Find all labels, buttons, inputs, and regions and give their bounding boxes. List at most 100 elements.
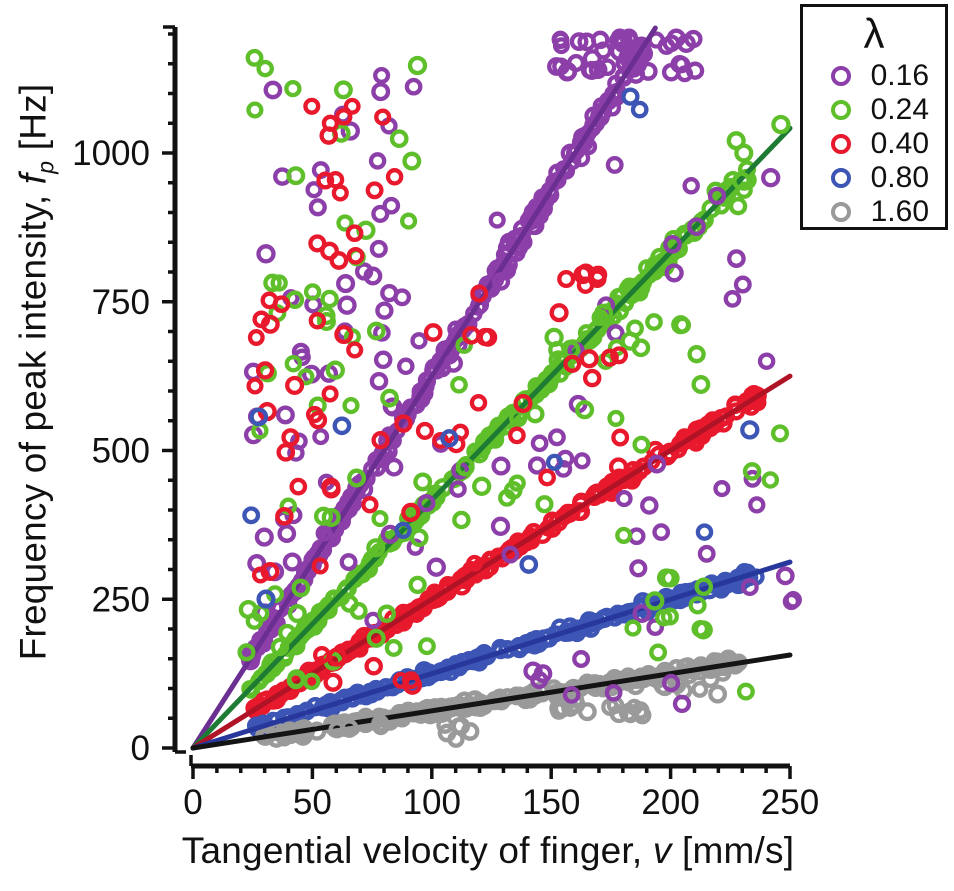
data-point — [733, 275, 752, 294]
data-point — [272, 295, 291, 314]
data-point — [366, 628, 386, 648]
data-point — [413, 472, 433, 492]
data-point — [345, 224, 364, 243]
data-point — [547, 428, 566, 447]
data-point — [630, 100, 649, 119]
data-point — [557, 269, 576, 289]
data-point — [351, 635, 370, 654]
data-point — [321, 507, 341, 528]
data-point — [519, 555, 539, 574]
data-point — [321, 385, 339, 403]
legend-title: λ — [863, 10, 885, 57]
data-point — [582, 49, 602, 69]
data-point — [242, 506, 261, 525]
data-point — [605, 155, 624, 174]
data-point — [466, 554, 483, 572]
data-point — [308, 311, 327, 330]
y-axis-title-symbol: f — [12, 173, 54, 185]
legend-marker-icon — [831, 66, 851, 86]
data-point — [312, 428, 330, 446]
data-point — [458, 568, 477, 587]
data-point — [249, 407, 269, 427]
data-point — [336, 274, 356, 294]
data-point — [417, 494, 436, 513]
data-point — [334, 324, 354, 345]
legend-label: 0.80 — [870, 161, 929, 194]
data-point — [594, 41, 613, 60]
data-point — [423, 323, 443, 342]
data-point — [339, 553, 358, 572]
data-point — [366, 538, 386, 558]
data-point — [663, 234, 682, 254]
data-point — [360, 554, 379, 573]
data-point — [652, 523, 671, 541]
data-point — [426, 557, 446, 577]
data-point — [629, 559, 648, 578]
x-tick-label: 200 — [641, 783, 699, 822]
data-point — [701, 669, 720, 689]
data-point — [389, 129, 409, 149]
data-point — [303, 283, 322, 301]
legend-entry-0.24: 0.24 — [803, 93, 945, 127]
data-point — [436, 716, 454, 734]
data-point — [437, 723, 457, 743]
data-point — [305, 181, 323, 199]
series-1.60-outliers — [328, 714, 480, 748]
data-point — [591, 309, 609, 327]
data-point — [440, 429, 459, 448]
legend-entry-0.80: 0.80 — [803, 161, 945, 195]
data-point — [291, 342, 310, 361]
fit-line-0.16 — [190, 25, 658, 751]
data-point — [303, 97, 321, 115]
x-tick-label: 250 — [761, 783, 819, 822]
data-point — [608, 31, 627, 50]
data-point — [770, 424, 790, 443]
data-point — [715, 408, 734, 427]
data-point — [289, 477, 308, 496]
data-point — [577, 32, 597, 52]
data-point — [247, 329, 265, 346]
data-point — [498, 489, 516, 507]
data-point — [285, 375, 305, 395]
data-point — [727, 249, 746, 268]
x-axis-title-symbol: v — [652, 830, 672, 871]
data-point — [656, 568, 676, 588]
y-tick-label: 250 — [92, 580, 150, 619]
data-point — [563, 354, 582, 373]
data-point — [443, 353, 463, 373]
data-point — [316, 171, 335, 190]
x-axis-title: Tangential velocity of finger, v [mm/s] — [182, 830, 794, 872]
data-point — [406, 538, 424, 556]
data-point — [384, 638, 403, 657]
data-point — [363, 266, 383, 286]
data-point — [688, 596, 707, 615]
data-point — [491, 456, 511, 476]
data-point — [740, 420, 760, 440]
data-point — [297, 368, 315, 386]
data-point — [582, 368, 602, 388]
data-point — [393, 288, 412, 307]
data-point — [325, 360, 345, 380]
data-point — [552, 57, 570, 76]
data-point — [742, 462, 762, 481]
data-point — [647, 454, 667, 474]
data-point — [569, 32, 589, 51]
data-point — [311, 557, 329, 575]
data-point — [610, 346, 629, 365]
data-point — [320, 241, 339, 261]
data-point — [621, 87, 640, 106]
data-point — [573, 452, 591, 470]
data-point — [275, 507, 294, 526]
legend-box: λ 0.16 0.24 0.40 0.80 1.60 — [800, 4, 948, 230]
data-point — [682, 177, 700, 195]
data-point — [415, 421, 434, 440]
data-point — [323, 672, 343, 692]
data-point — [384, 457, 404, 477]
data-point — [608, 457, 629, 477]
data-point — [281, 428, 300, 447]
data-point — [428, 586, 446, 604]
data-point — [364, 611, 382, 630]
data-point — [525, 404, 545, 424]
data-point — [694, 577, 714, 597]
x-axis-title-units: [mm/s] — [671, 830, 795, 871]
